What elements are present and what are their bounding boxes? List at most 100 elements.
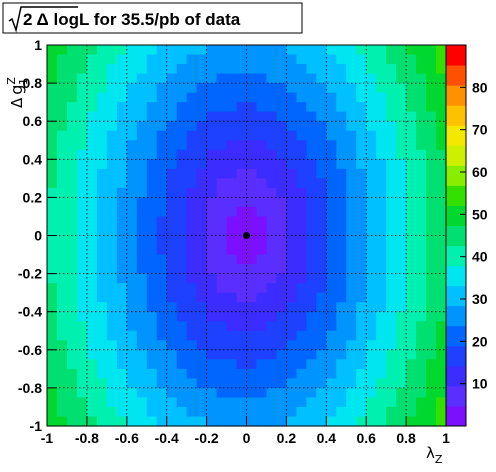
- heatmap-cell: [316, 273, 327, 284]
- heatmap-cell: [366, 311, 377, 322]
- heatmap-cell: [346, 264, 357, 275]
- heatmap-cell: [406, 187, 417, 199]
- heatmap-cell: [166, 245, 178, 256]
- heatmap-cell: [47, 359, 58, 370]
- heatmap-cell: [366, 102, 377, 113]
- heatmap-cell: [96, 359, 108, 370]
- heatmap-cell: [286, 197, 297, 208]
- heatmap-cell: [236, 73, 248, 84]
- heatmap-cell: [136, 102, 148, 113]
- heatmap-cell: [186, 292, 198, 303]
- color-scale-band: [446, 85, 466, 106]
- heatmap-cell: [276, 302, 287, 313]
- heatmap-cell: [146, 149, 158, 160]
- heatmap-cell: [66, 216, 78, 227]
- heatmap-cell: [346, 254, 357, 265]
- heatmap-cell: [96, 225, 108, 237]
- heatmap-cell: [216, 83, 228, 94]
- heatmap-cell: [336, 206, 347, 218]
- heatmap-cell: [346, 121, 357, 132]
- heatmap-cell: [76, 159, 88, 170]
- heatmap-cell: [136, 292, 148, 303]
- heatmap-cell: [406, 292, 417, 303]
- heatmap-cell: [326, 187, 337, 199]
- heatmap-cell: [116, 330, 128, 341]
- heatmap-cell: [346, 321, 357, 332]
- heatmap-cell: [396, 359, 407, 370]
- heatmap-cell: [426, 283, 437, 294]
- heatmap-cell: [376, 54, 387, 65]
- heatmap-cell: [126, 92, 138, 103]
- heatmap-cell: [106, 225, 118, 237]
- heatmap-cell: [136, 349, 148, 360]
- heatmap-cell: [176, 92, 188, 103]
- heatmap-cell: [396, 225, 407, 237]
- heatmap-cell: [106, 206, 118, 218]
- heatmap-cell: [126, 178, 138, 189]
- heatmap-cell: [166, 159, 178, 170]
- heatmap-cell: [336, 292, 347, 303]
- heatmap-cell: [136, 235, 148, 246]
- heatmap-cell: [96, 111, 108, 122]
- x-axis-ticks: -1 -0.8 -0.6 -0.4 -0.2 0 0.2 0.4 0.6 0.8 1: [41, 416, 450, 446]
- heatmap-cell: [276, 64, 287, 75]
- heatmap-cell: [146, 340, 158, 351]
- heatmap-cell: [336, 111, 347, 122]
- heatmap-cell: [246, 340, 258, 351]
- heatmap-cell: [56, 235, 68, 246]
- title-rest: for 35.5/pb of data: [89, 10, 241, 29]
- heatmap-cell: [366, 159, 377, 170]
- heatmap-cell: [206, 283, 218, 294]
- heatmap-cell: [266, 45, 278, 56]
- heatmap-cell: [106, 121, 118, 132]
- heatmap-cell: [76, 245, 88, 256]
- heatmap-cell: [276, 140, 287, 151]
- heatmap-cell: [106, 187, 118, 199]
- heatmap-cell: [406, 197, 417, 208]
- heatmap-cell: [366, 45, 377, 56]
- heatmap-cell: [316, 378, 327, 389]
- heatmap-cell: [356, 311, 367, 322]
- heatmap-cell: [206, 197, 218, 208]
- heatmap-cell: [106, 349, 118, 360]
- heatmap-cell: [296, 45, 307, 56]
- heatmap-cell: [86, 387, 98, 399]
- heatmap-cell: [266, 273, 278, 284]
- heatmap-cell: [376, 206, 387, 218]
- heatmap-cell: [196, 121, 208, 132]
- heatmap-cell: [136, 387, 148, 399]
- heatmap-cell: [206, 64, 218, 75]
- heatmap-cell: [376, 187, 387, 199]
- heatmap-cell: [376, 254, 387, 265]
- heatmap-cell: [406, 111, 417, 122]
- heatmap-cell: [416, 264, 427, 275]
- heatmap-cell: [276, 254, 287, 265]
- heatmap-cell: [246, 83, 258, 94]
- heatmap-cell: [356, 64, 367, 75]
- heatmap-cell: [196, 92, 208, 103]
- heatmap-cell: [126, 206, 138, 218]
- y-tick-label: 1: [34, 37, 42, 53]
- heatmap-cell: [416, 349, 427, 360]
- heatmap-cell: [366, 416, 377, 427]
- heatmap-cell: [136, 140, 148, 151]
- heatmap-cell: [246, 245, 258, 256]
- heatmap-cell: [76, 254, 88, 265]
- heatmap-cell: [166, 149, 178, 160]
- heatmap-cell: [256, 292, 268, 303]
- heatmap-cell: [47, 397, 58, 408]
- heatmap-cell: [286, 264, 297, 275]
- heatmap-cell: [346, 368, 357, 379]
- heatmap-cell: [336, 273, 347, 284]
- heatmap-cell: [196, 349, 208, 360]
- heatmap-cell: [146, 225, 158, 237]
- heatmap-cell: [226, 206, 238, 218]
- heatmap-cell: [106, 197, 118, 208]
- heatmap-cell: [136, 264, 148, 275]
- heatmap-cell: [366, 92, 377, 103]
- heatmap-cell: [356, 178, 367, 189]
- heatmap-cell: [276, 54, 287, 65]
- color-scale-frame: [445, 44, 467, 427]
- heatmap-cell: [366, 206, 377, 218]
- heatmap-cell: [216, 216, 228, 227]
